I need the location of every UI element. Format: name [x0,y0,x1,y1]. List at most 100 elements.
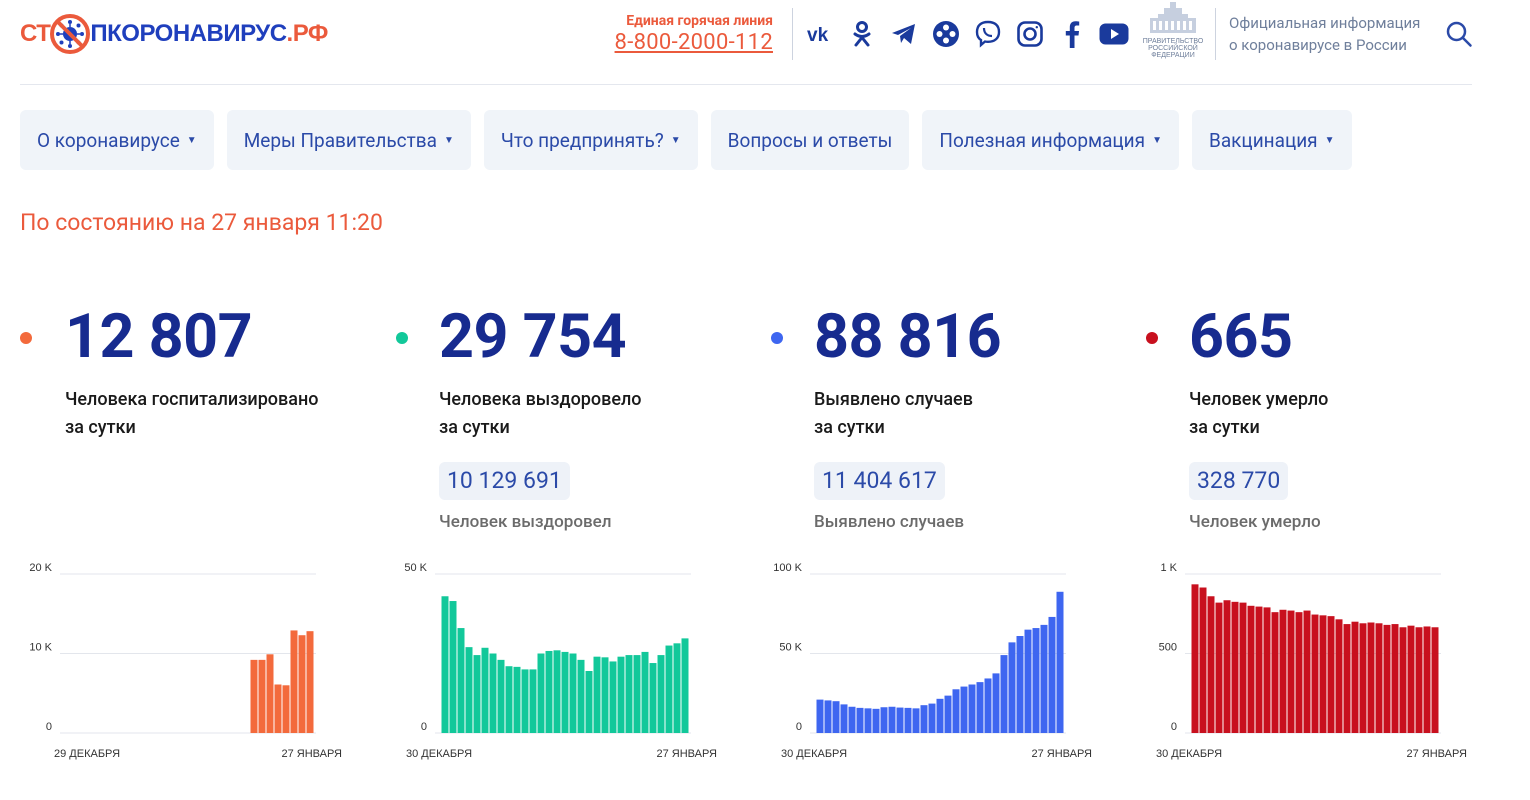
chart-bar[interactable] [449,601,457,733]
chart-bar[interactable] [641,651,649,733]
chart-bar[interactable] [1327,616,1335,733]
chart-bar[interactable] [1391,624,1399,733]
chart-bar[interactable] [1016,636,1024,733]
chart-bar[interactable] [1239,602,1247,733]
chart-bar[interactable] [1255,606,1263,733]
chart-bar[interactable] [457,628,465,733]
chart-bar[interactable] [505,666,513,733]
chart-bar[interactable] [1191,584,1199,733]
chart-bar[interactable] [1383,624,1391,733]
chart-bar[interactable] [625,655,633,733]
chart-bar[interactable] [840,704,848,733]
chart-bar[interactable] [936,698,944,733]
chart-bar[interactable] [290,630,298,733]
chart-bar[interactable] [1024,629,1032,733]
nav-item-about-coronavirus[interactable]: О коронавирусе ▼ [20,110,214,170]
government-emblem-icon[interactable] [1140,0,1206,62]
chart-bar[interactable] [298,635,306,733]
chart-bar[interactable] [1231,601,1239,733]
chart-bar[interactable] [282,685,290,733]
youtube-icon[interactable] [1099,18,1129,50]
chart-bar[interactable] [816,699,824,733]
chart-bar[interactable] [649,663,657,733]
chart-bar[interactable] [1287,610,1295,733]
chart-bar[interactable] [984,678,992,733]
chart-bar[interactable] [258,659,266,733]
nav-item-government-measures[interactable]: Меры Правительства ▼ [226,110,471,170]
chart-bar[interactable] [274,684,282,734]
chart-bar[interactable] [593,656,601,733]
chart-bar[interactable] [441,596,449,733]
chart-bar[interactable] [306,631,314,733]
hotline-phone-link[interactable]: 8-800-2000-112 [614,30,773,55]
chart-bar[interactable] [673,643,681,733]
chart-bar[interactable] [1000,655,1008,733]
chart-bar[interactable] [1303,610,1311,733]
chart-bar[interactable] [1399,627,1407,733]
chart-bar[interactable] [1271,612,1279,733]
nav-item-useful-info[interactable]: Полезная информация ▼ [922,110,1179,170]
chart-bar[interactable] [952,689,960,733]
chart-bar[interactable] [1032,628,1040,733]
chart-bar[interactable] [888,706,896,733]
chart-bar[interactable] [1263,607,1271,733]
chart-bar[interactable] [1423,626,1431,733]
chart-bar[interactable] [577,659,585,733]
chart-bar[interactable] [1359,623,1367,733]
chart-bar[interactable] [1415,627,1423,733]
chart-bar[interactable] [1040,624,1048,733]
chart-bar[interactable] [1343,624,1351,733]
chart-bar[interactable] [1223,600,1231,733]
nav-item-vaccination[interactable]: Вакцинация ▼ [1191,110,1352,170]
chart-bar[interactable] [553,650,561,733]
chart-bar[interactable] [1351,621,1359,733]
vk-icon[interactable]: vk [805,18,835,50]
chart-bar[interactable] [960,686,968,733]
chart-bar[interactable] [1295,612,1303,733]
chart-bar[interactable] [266,654,274,733]
chart-bar[interactable] [1279,609,1287,733]
chart-bar[interactable] [617,656,625,733]
chart-bar[interactable] [1375,623,1383,733]
odnoklassniki-icon[interactable] [847,18,877,50]
chart-bar[interactable] [489,653,497,734]
chart-bar[interactable] [513,666,521,733]
chart-bar[interactable] [1215,602,1223,733]
chart-bar[interactable] [928,703,936,733]
chart-bar[interactable] [920,705,928,733]
telegram-icon[interactable] [889,18,919,50]
chart-bar[interactable] [1319,615,1327,733]
chart-bar[interactable] [609,661,617,733]
chart-bar[interactable] [585,670,593,733]
chart-bar[interactable] [912,708,920,733]
nav-item-faq[interactable]: Вопросы и ответы [710,110,910,170]
chart-bar[interactable] [1247,605,1255,733]
site-logo[interactable]: СТ ПКОРОНАВИРУС .РФ [20,14,328,54]
chart-bar[interactable] [824,700,832,733]
chart-bar[interactable] [465,647,473,733]
chart-bar[interactable] [856,707,864,733]
chart-bar[interactable] [1199,587,1207,733]
viber-icon[interactable] [973,18,1003,50]
facebook-icon[interactable] [1057,18,1087,50]
chart-bar[interactable] [880,707,888,733]
chart-bar[interactable] [944,695,952,733]
chart-bar[interactable] [545,650,553,733]
chart-bar[interactable] [633,655,641,733]
chart-bar[interactable] [976,682,984,733]
instagram-icon[interactable] [1015,18,1045,50]
chart-bar[interactable] [992,673,1000,734]
chart-bar[interactable] [569,653,577,734]
chart-bar[interactable] [1431,627,1439,733]
chart-bar[interactable] [1311,614,1319,733]
chart-bar[interactable] [657,655,665,733]
yandex-zen-icon[interactable] [931,18,961,50]
chart-bar[interactable] [601,657,609,733]
chart-bar[interactable] [896,707,904,733]
chart-bar[interactable] [250,659,258,733]
chart-bar[interactable] [481,647,489,733]
chart-bar[interactable] [1367,622,1375,734]
chart-bar[interactable] [473,655,481,733]
chart-bar[interactable] [832,701,840,733]
chart-bar[interactable] [1335,619,1343,733]
